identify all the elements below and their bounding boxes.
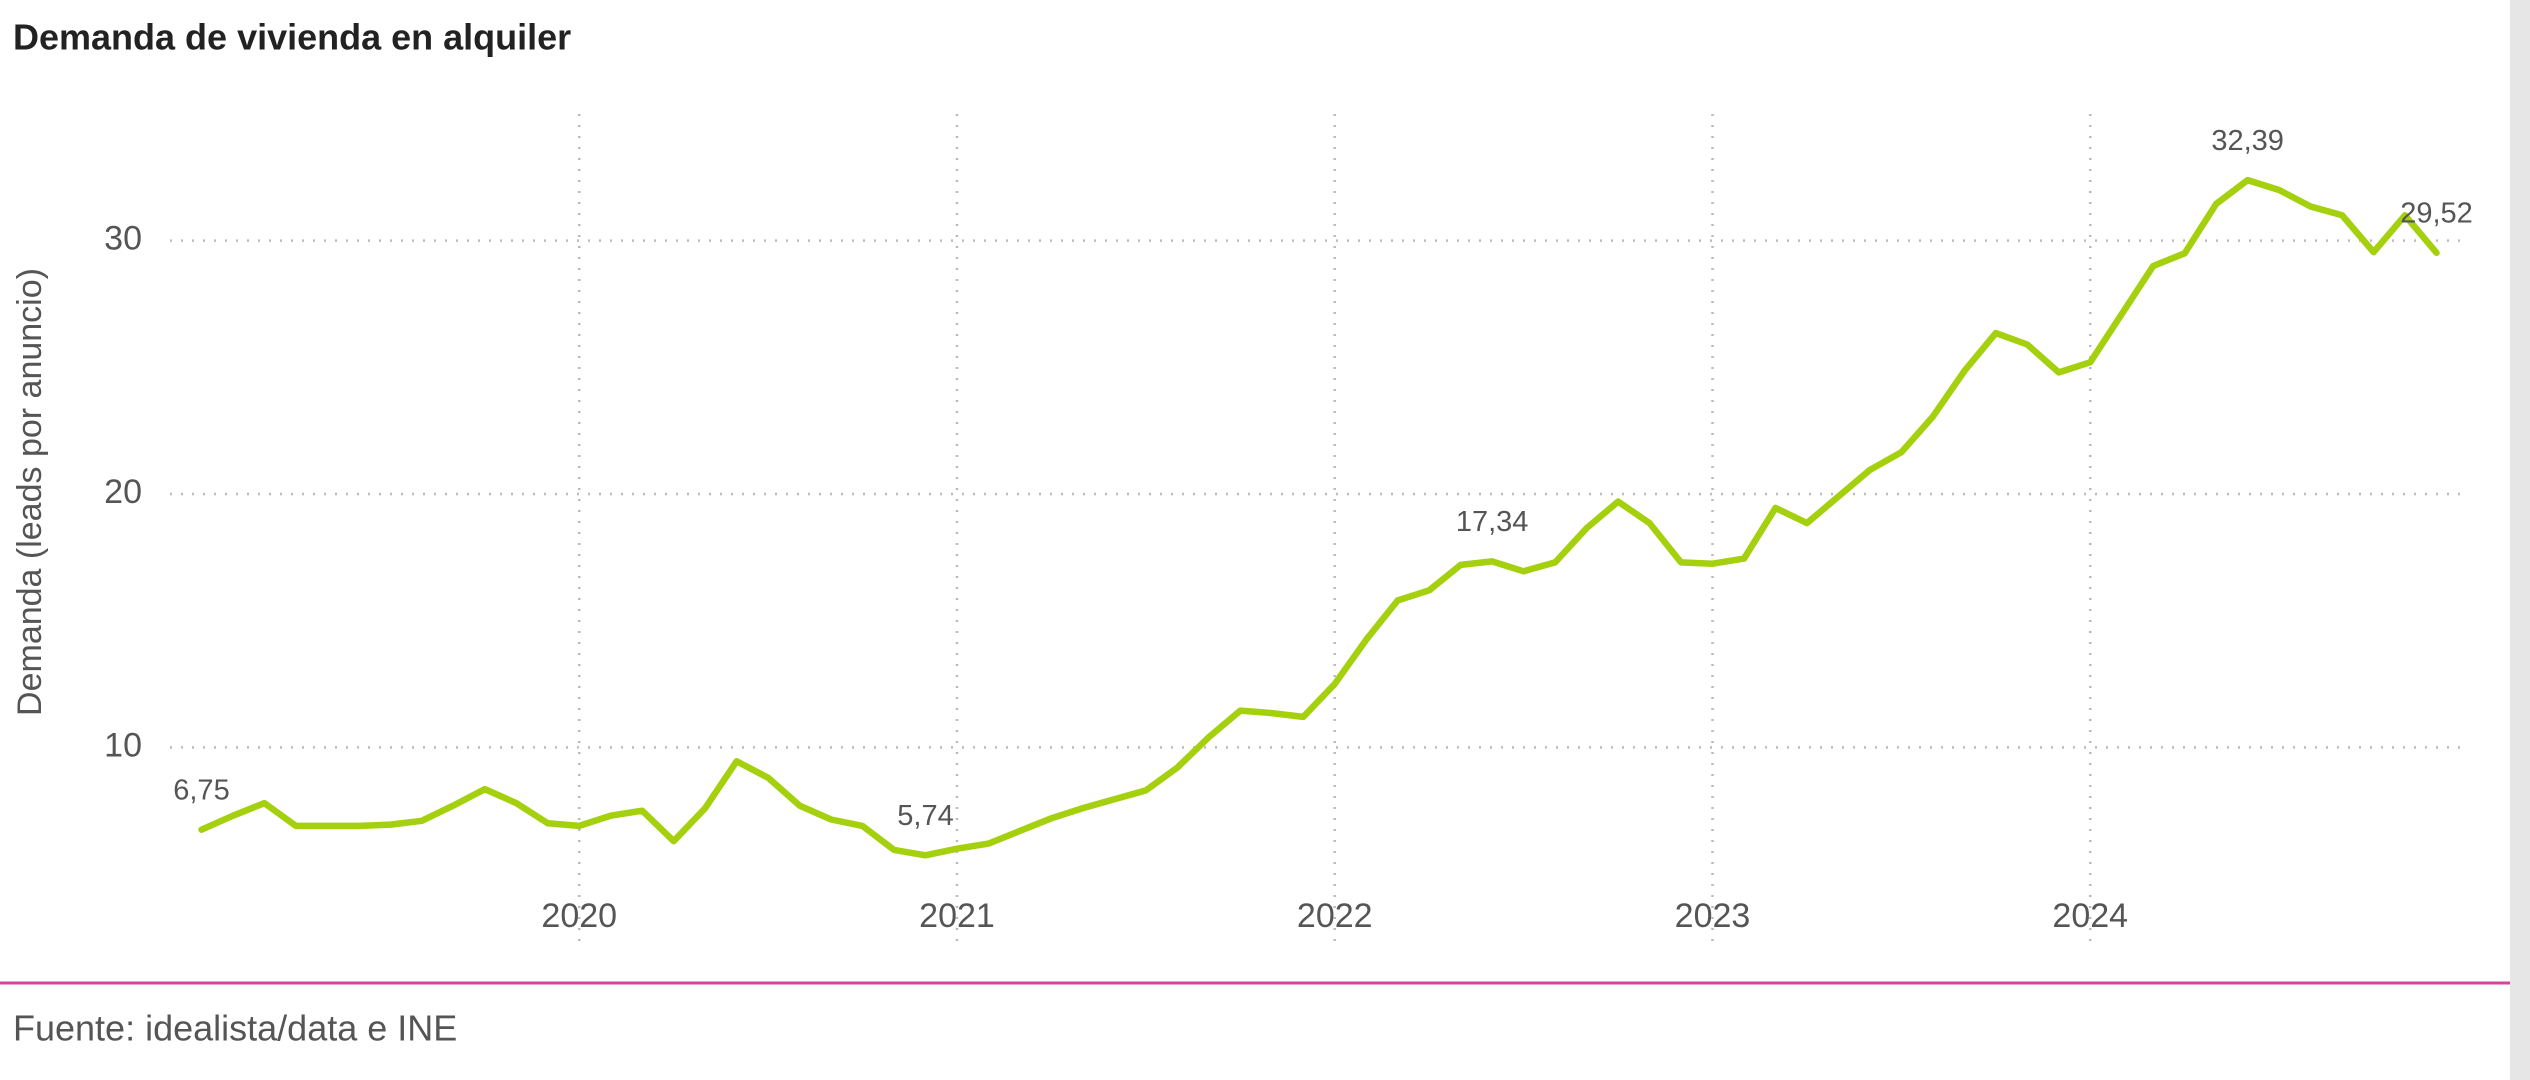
y-axis-label: Demanda (leads por anuncio) [11, 268, 49, 716]
y-tick-label: 30 [104, 220, 142, 258]
source: Fuente: idealista/data e INE [13, 1008, 457, 1049]
line [198, 176, 2440, 859]
x-tick-label: 2023 [1675, 897, 1751, 935]
y-tick-label: 10 [104, 726, 142, 764]
x-tick-label: 2020 [541, 897, 617, 935]
x-tick-label: 2021 [919, 897, 995, 935]
data-label: 29,52 [2400, 197, 2473, 229]
data-label: 17,34 [1456, 506, 1529, 538]
y-tick-label: 20 [104, 473, 142, 511]
scroll-strip [2510, 0, 2530, 1080]
data-label: 6,75 [173, 774, 229, 806]
x-tick-label: 2022 [1297, 897, 1373, 935]
x-tick-label: 2024 [2052, 897, 2128, 935]
data-label: 5,74 [897, 800, 953, 832]
data-label: 32,39 [2211, 125, 2284, 157]
chart-title: Demanda de vivienda en alquiler [13, 17, 571, 58]
